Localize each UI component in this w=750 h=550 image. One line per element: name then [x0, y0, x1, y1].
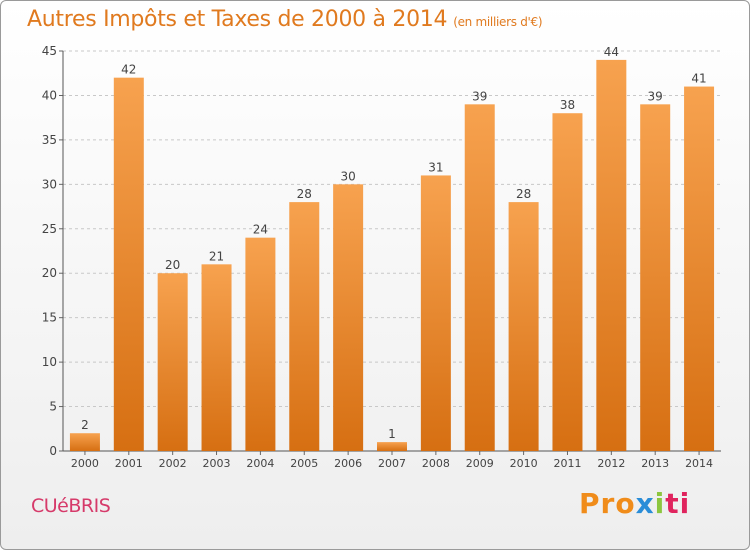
bar	[377, 442, 407, 451]
bar-value-label: 21	[209, 249, 224, 263]
y-tick-label: 35	[42, 133, 57, 147]
y-tick-label: 40	[42, 88, 57, 102]
y-tick-label: 10	[42, 355, 57, 369]
x-tick-label: 2005	[290, 457, 318, 470]
bar	[201, 264, 232, 451]
bar	[508, 202, 539, 451]
x-tick-label: 2002	[159, 457, 187, 470]
bar-value-label: 44	[604, 45, 619, 59]
y-tick-label: 20	[42, 266, 57, 280]
y-tick-label: 15	[42, 311, 57, 325]
bar	[245, 237, 276, 451]
y-tick-label: 25	[42, 222, 57, 236]
x-tick-label: 2001	[115, 457, 143, 470]
bar	[640, 104, 671, 451]
x-tick-label: 2013	[641, 457, 669, 470]
proxiti-logo: Proxiti	[579, 487, 690, 520]
bar-value-label: 31	[428, 160, 443, 174]
bar	[333, 184, 364, 452]
x-tick-label: 2004	[246, 457, 274, 470]
logo-part-1: Pro	[579, 487, 636, 520]
bar	[596, 59, 627, 452]
bar-value-label: 20	[165, 258, 180, 272]
chart-title: Autres Impôts et Taxes de 2000 à 2014 (en…	[27, 7, 543, 32]
bar	[684, 86, 715, 452]
x-tick-label: 2006	[334, 457, 362, 470]
bar-value-label: 41	[691, 72, 706, 86]
x-tick-label: 2014	[685, 457, 713, 470]
bar-value-label: 39	[472, 89, 487, 103]
logo-part-2: x	[635, 487, 655, 520]
x-tick-label: 2007	[378, 457, 406, 470]
bar-value-label: 39	[648, 89, 663, 103]
bar	[289, 202, 320, 451]
bar-value-label: 28	[297, 187, 312, 201]
y-tick-label: 5	[49, 400, 57, 414]
bar-value-label: 38	[560, 98, 575, 112]
x-tick-label: 2008	[422, 457, 450, 470]
bar	[113, 77, 144, 452]
bar-value-label: 28	[516, 187, 531, 201]
bar-value-label: 1	[388, 427, 396, 441]
x-tick-label: 2012	[597, 457, 625, 470]
bar-value-label: 24	[253, 223, 268, 237]
bar	[420, 175, 451, 451]
commune-name: CUéBRIS	[31, 495, 111, 517]
bar	[464, 104, 495, 451]
y-tick-label: 45	[42, 44, 57, 58]
bar	[157, 273, 188, 451]
bar-value-label: 2	[81, 418, 89, 432]
chart-subtitle: (en milliers d'€)	[453, 15, 543, 29]
bar-value-label: 42	[121, 63, 136, 77]
y-tick-label: 0	[49, 444, 57, 458]
x-tick-label: 2011	[553, 457, 581, 470]
x-tick-label: 2010	[510, 457, 538, 470]
y-tick-label: 30	[42, 177, 57, 191]
logo-part-3: i	[654, 487, 666, 520]
bar	[552, 113, 583, 451]
x-tick-label: 2000	[71, 457, 99, 470]
bar	[69, 433, 100, 451]
bar-value-label: 30	[340, 169, 355, 183]
logo-part-4: ti	[665, 487, 691, 520]
chart-title-text: Autres Impôts et Taxes de 2000 à 2014	[27, 7, 448, 32]
x-tick-label: 2003	[203, 457, 231, 470]
x-tick-label: 2009	[466, 457, 494, 470]
